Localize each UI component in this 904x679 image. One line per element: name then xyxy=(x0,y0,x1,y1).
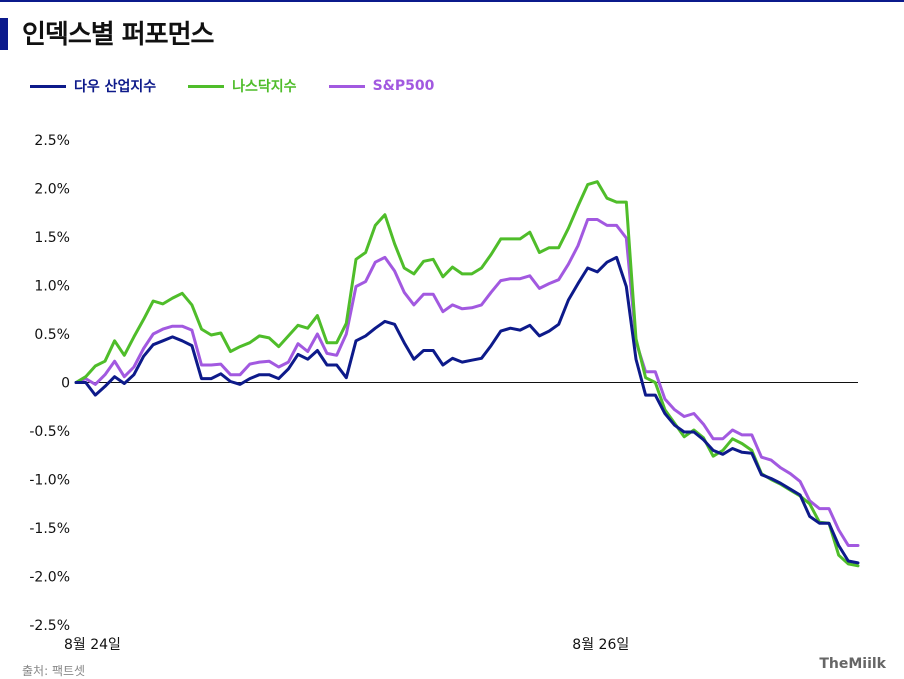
x-tick-label: 8월 26일 xyxy=(572,637,629,653)
top-rule xyxy=(0,0,904,2)
legend-item-dow: 다우 산업지수 xyxy=(30,76,156,96)
page-title: 인덱스별 퍼포먼스 xyxy=(22,20,214,50)
legend: 다우 산업지수 나스닥지수 S&P500 xyxy=(30,76,466,96)
y-tick-label: -2.0% xyxy=(29,570,70,586)
series-line-dow xyxy=(74,255,860,565)
title-accent-bar xyxy=(0,18,8,50)
y-tick-label: 0.5% xyxy=(34,327,70,343)
legend-swatch-sp500 xyxy=(328,84,365,88)
y-tick-label: 2.0% xyxy=(34,182,70,198)
y-axis-ticks: 2.5% 2.0% 1.5% 1.0% 0.5% 0 -0.5% -1.0% -1.5% -2.0… xyxy=(29,133,70,634)
y-tick-label: -0.5% xyxy=(29,424,70,440)
brand-logo: TheMiilk xyxy=(819,656,886,672)
y-tick-label: 1.5% xyxy=(34,230,70,246)
series-line-sp500 xyxy=(74,218,860,547)
y-tick-label: -1.0% xyxy=(29,473,70,489)
y-tick-label: -1.5% xyxy=(29,521,70,537)
y-tick-label: 0 xyxy=(61,376,70,392)
series-line-nasdaq xyxy=(74,180,860,568)
series-lines xyxy=(74,180,860,568)
y-tick-label: 1.0% xyxy=(34,279,70,295)
legend-label-dow: 다우 산업지수 xyxy=(74,79,157,95)
legend-label-nasdaq: 나스닥지수 xyxy=(232,79,297,95)
legend-label-sp500: S&P500 xyxy=(372,78,435,94)
y-tick-label: -2.5% xyxy=(29,618,70,634)
y-tick-label: 2.5% xyxy=(34,133,70,149)
legend-swatch-nasdaq xyxy=(188,84,225,88)
legend-item-sp500: S&P500 xyxy=(328,78,435,94)
x-tick-label: 8월 24일 xyxy=(64,637,121,653)
x-axis-ticks: 8월 24일 8월 26일 xyxy=(64,637,629,653)
source-note: 출처: 팩트셋 xyxy=(22,664,86,678)
legend-item-nasdaq: 나스닥지수 xyxy=(188,76,297,96)
legend-swatch-dow xyxy=(30,84,66,88)
